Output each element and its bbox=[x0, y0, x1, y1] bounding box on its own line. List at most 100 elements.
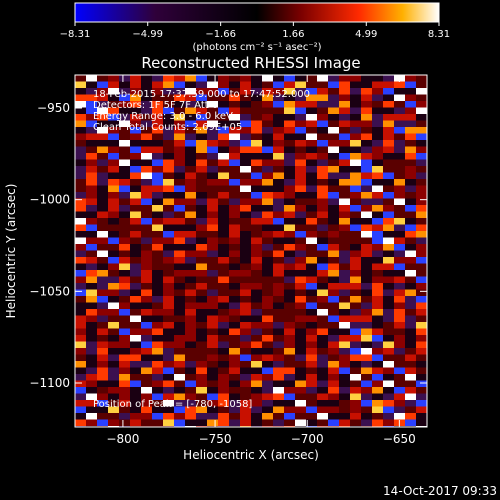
heatmap-cell bbox=[262, 296, 274, 303]
heatmap-cell bbox=[405, 348, 417, 355]
heatmap-cell bbox=[394, 270, 406, 277]
heatmap-cell bbox=[361, 341, 373, 349]
heatmap-cell bbox=[361, 283, 373, 290]
heatmap-cell bbox=[119, 120, 131, 128]
heatmap-cell bbox=[240, 309, 252, 316]
heatmap-cell bbox=[361, 107, 373, 115]
heatmap-cell bbox=[108, 120, 120, 128]
heatmap-cell bbox=[350, 302, 362, 310]
heatmap-cell bbox=[372, 244, 384, 251]
heatmap-cell bbox=[284, 107, 296, 115]
heatmap-cell bbox=[405, 133, 417, 141]
heatmap-cell bbox=[97, 263, 109, 271]
heatmap-cell bbox=[163, 367, 175, 375]
heatmap-cell bbox=[163, 218, 175, 225]
heatmap-cell bbox=[416, 211, 427, 219]
heatmap-cell bbox=[240, 127, 252, 134]
heatmap-cell bbox=[163, 400, 175, 407]
heatmap-cell bbox=[218, 211, 230, 219]
heatmap-cell bbox=[207, 263, 219, 271]
heatmap-cell bbox=[130, 101, 142, 108]
heatmap-cell bbox=[350, 237, 362, 245]
heatmap-cell bbox=[207, 237, 219, 245]
heatmap-cell bbox=[108, 400, 120, 407]
heatmap-cell bbox=[383, 101, 395, 108]
heatmap-cell bbox=[229, 153, 241, 160]
heatmap-cell bbox=[251, 140, 263, 147]
heatmap-cell bbox=[372, 270, 384, 277]
heatmap-cell bbox=[394, 309, 406, 316]
heatmap-cell bbox=[218, 354, 230, 362]
heatmap-cell bbox=[405, 185, 417, 193]
heatmap-cell bbox=[108, 335, 120, 342]
heatmap-cell bbox=[152, 341, 164, 349]
heatmap-cell bbox=[97, 283, 109, 290]
heatmap-cell bbox=[306, 367, 318, 375]
heatmap-cell bbox=[251, 276, 263, 284]
heatmap-cell bbox=[152, 322, 164, 329]
heatmap-cell bbox=[306, 231, 318, 238]
heatmap-cell bbox=[372, 322, 384, 329]
heatmap-cell bbox=[284, 211, 296, 219]
heatmap-cell bbox=[218, 315, 230, 323]
heatmap-cell bbox=[416, 393, 427, 401]
heatmap-cell bbox=[75, 367, 87, 375]
heatmap-cell bbox=[75, 387, 87, 394]
heatmap-cell bbox=[108, 218, 120, 225]
heatmap-cell bbox=[372, 231, 384, 238]
heatmap-cell bbox=[251, 322, 263, 329]
heatmap-cell bbox=[251, 218, 263, 225]
heatmap-cell bbox=[196, 270, 208, 277]
heatmap-cell bbox=[229, 400, 241, 407]
heatmap-cell bbox=[328, 322, 340, 329]
heatmap-cell bbox=[174, 237, 186, 245]
heatmap-cell bbox=[86, 315, 98, 323]
heatmap-cell bbox=[339, 120, 351, 128]
heatmap-cell bbox=[317, 179, 329, 186]
heatmap-cell bbox=[328, 315, 340, 323]
heatmap-cell bbox=[284, 341, 296, 349]
heatmap-cell bbox=[86, 374, 98, 381]
heatmap-cell bbox=[163, 244, 175, 251]
heatmap-cell bbox=[372, 237, 384, 245]
heatmap-cell bbox=[251, 315, 263, 323]
heatmap-cell bbox=[295, 387, 307, 394]
heatmap-cell bbox=[141, 81, 153, 89]
heatmap-cell bbox=[372, 172, 384, 180]
heatmap-cell bbox=[108, 133, 120, 141]
heatmap-cell bbox=[295, 166, 307, 173]
heatmap-cell bbox=[130, 205, 142, 212]
heatmap-cell bbox=[218, 81, 230, 89]
heatmap-cell bbox=[273, 250, 285, 258]
x-axis: −800 −750 −700 −650 bbox=[106, 75, 416, 446]
heatmap-cell bbox=[394, 335, 406, 342]
heatmap-cell bbox=[262, 263, 274, 271]
heatmap-cell bbox=[240, 231, 252, 238]
heatmap-cell bbox=[328, 231, 340, 238]
heatmap-cell bbox=[75, 380, 87, 388]
heatmap-cell bbox=[108, 289, 120, 297]
colorbar-tick-label: −4.99 bbox=[132, 29, 163, 40]
heatmap-cell bbox=[130, 257, 142, 264]
heatmap-cell bbox=[119, 218, 131, 225]
heatmap-cell bbox=[218, 231, 230, 238]
heatmap-cell bbox=[97, 231, 109, 238]
heatmap-cell bbox=[141, 94, 153, 102]
heatmap-cell bbox=[130, 140, 142, 147]
heatmap-cell bbox=[207, 315, 219, 323]
heatmap-cell bbox=[284, 400, 296, 407]
heatmap-cell bbox=[108, 374, 120, 381]
heatmap-cell bbox=[185, 309, 197, 316]
heatmap-cell bbox=[328, 101, 340, 108]
heatmap-cell bbox=[350, 374, 362, 381]
heatmap-cell bbox=[229, 283, 241, 290]
heatmap-cell bbox=[273, 387, 285, 394]
heatmap-cell bbox=[229, 270, 241, 277]
heatmap-cell bbox=[339, 335, 351, 342]
heatmap-cell bbox=[152, 413, 164, 420]
heatmap-cell bbox=[229, 341, 241, 349]
heatmap-cell bbox=[196, 250, 208, 258]
heatmap-cell bbox=[196, 328, 208, 336]
heatmap-cell bbox=[240, 179, 252, 186]
